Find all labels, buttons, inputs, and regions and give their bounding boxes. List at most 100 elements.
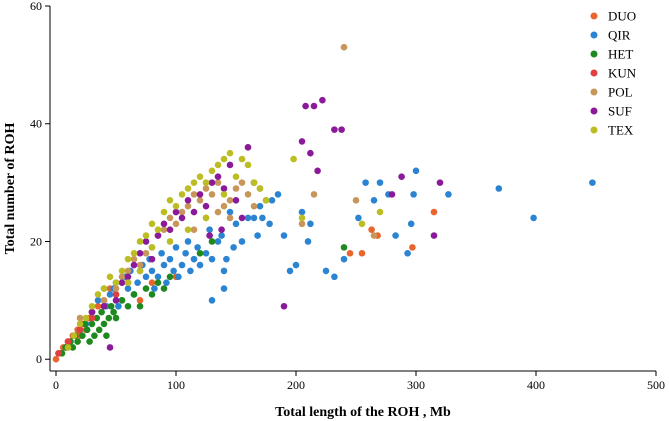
data-point [256, 185, 264, 192]
data-point [124, 279, 132, 286]
data-point [184, 202, 192, 210]
data-point [340, 255, 348, 263]
data-point [244, 191, 252, 198]
data-point [148, 291, 156, 298]
data-point [280, 302, 288, 310]
data-point [154, 273, 162, 281]
data-point [194, 244, 201, 251]
data-point [398, 173, 405, 181]
data-point [214, 179, 222, 186]
data-point [160, 261, 168, 269]
data-point [64, 344, 72, 351]
data-point [136, 297, 144, 304]
data-point [202, 179, 210, 186]
data-point [178, 208, 186, 216]
data-point [196, 173, 204, 181]
data-point [238, 155, 246, 163]
y-tick-label: 60 [30, 0, 42, 13]
data-point [124, 267, 132, 275]
data-point [302, 102, 309, 110]
data-point [172, 208, 180, 216]
data-point [208, 255, 216, 263]
data-point [292, 261, 300, 269]
data-point [436, 179, 444, 186]
data-point [91, 332, 98, 339]
data-point [206, 232, 213, 239]
data-point [154, 226, 162, 234]
data-point [404, 249, 411, 257]
x-axis-title: Total length of the ROH , Mb [275, 405, 451, 420]
legend-label: SUF [608, 104, 632, 119]
data-point [298, 208, 306, 216]
data-point [172, 220, 180, 228]
data-point [151, 285, 158, 292]
data-point [105, 314, 113, 322]
data-point [115, 302, 122, 310]
plot-area [52, 43, 596, 363]
x-tick-label: 300 [407, 378, 425, 392]
legend-item-duo: DUO [590, 9, 636, 24]
data-point [220, 185, 228, 192]
data-point [74, 338, 81, 345]
y-tick-label: 20 [30, 234, 42, 248]
data-point [250, 179, 258, 186]
legend-item-het: HET [590, 47, 633, 62]
data-point [110, 308, 117, 316]
data-point [196, 249, 204, 257]
data-point [94, 297, 102, 304]
legend-marker [590, 126, 598, 134]
data-point [290, 155, 297, 163]
data-point [274, 191, 282, 198]
legend-item-qir: QIR [590, 28, 631, 43]
data-point [244, 143, 252, 151]
data-point [322, 267, 330, 275]
data-point [370, 196, 378, 204]
data-point [136, 238, 144, 245]
data-point [112, 297, 120, 304]
data-point [304, 238, 312, 245]
data-point [220, 285, 228, 292]
x-tick-label: 500 [647, 378, 665, 392]
data-point [69, 344, 77, 351]
data-point [392, 232, 399, 239]
data-point [338, 126, 345, 133]
data-point [196, 196, 204, 204]
data-point [148, 244, 156, 251]
data-point [310, 102, 318, 110]
data-point [142, 249, 150, 257]
legend-label: KUN [608, 66, 637, 81]
data-point [298, 214, 306, 222]
legend-item-suf: SUF [590, 104, 632, 119]
x-tick-label: 0 [53, 378, 59, 392]
data-point [208, 167, 216, 175]
data-point [352, 196, 360, 204]
data-point [172, 202, 180, 210]
data-point [130, 255, 138, 263]
data-point [187, 267, 194, 275]
legend-item-kun: KUN [590, 66, 637, 81]
series-suf [88, 96, 444, 351]
data-point [232, 196, 240, 204]
y-tick-label: 40 [30, 117, 42, 131]
data-point [244, 161, 252, 169]
data-point [148, 255, 156, 263]
legend-marker [590, 50, 598, 58]
data-point [142, 285, 150, 292]
data-point [148, 267, 156, 275]
legend-marker [590, 69, 598, 77]
data-point [196, 191, 204, 198]
data-point [346, 249, 354, 257]
data-point [100, 285, 108, 292]
data-point [298, 220, 306, 228]
data-point [202, 185, 210, 192]
data-point [76, 314, 84, 322]
data-point [130, 261, 138, 269]
data-point [118, 273, 126, 281]
data-point [130, 291, 138, 298]
data-point [355, 214, 362, 222]
data-point [340, 43, 348, 51]
data-point [362, 179, 369, 186]
data-point [178, 261, 186, 269]
data-point [220, 267, 228, 275]
data-point [172, 244, 180, 251]
